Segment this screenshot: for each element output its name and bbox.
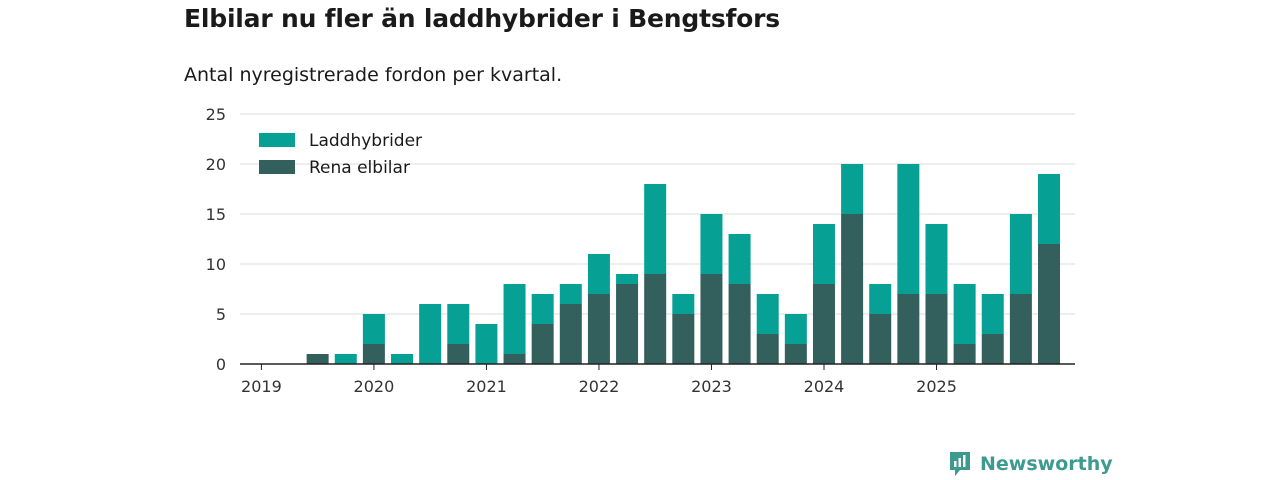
bar-laddhybrider (897, 164, 920, 294)
bar-rena-elbilar (559, 304, 582, 364)
bar-laddhybrider (812, 224, 835, 284)
bar-rena-elbilar (812, 284, 835, 364)
bar-laddhybrider (756, 294, 779, 334)
y-tick-label: 15 (206, 205, 226, 224)
bar-laddhybrider (925, 224, 948, 294)
bar-rena-elbilar (953, 344, 976, 364)
x-tick-label: 2019 (241, 377, 282, 396)
bar-rena-elbilar (362, 344, 385, 364)
bar-rena-elbilar (897, 294, 920, 364)
bar-laddhybrider (362, 314, 385, 344)
x-tick-label: 2025 (916, 377, 957, 396)
bar-rena-elbilar (672, 314, 695, 364)
bar-rena-elbilar (1038, 244, 1061, 364)
bar-laddhybrider (869, 284, 892, 314)
bar-laddhybrider (1009, 214, 1032, 294)
bar-rena-elbilar (306, 354, 329, 364)
bar-rena-elbilar (925, 294, 948, 364)
bar-rena-elbilar (587, 294, 610, 364)
bar-laddhybrider (475, 324, 498, 364)
bar-rena-elbilar (728, 284, 751, 364)
x-tick-label: 2020 (354, 377, 395, 396)
legend-swatch (259, 133, 295, 147)
bar-laddhybrider (1038, 174, 1061, 244)
x-tick-label: 2023 (691, 377, 732, 396)
legend-label: Rena elbilar (309, 158, 410, 178)
bar-rena-elbilar (869, 314, 892, 364)
bar-laddhybrider (559, 284, 582, 304)
bar-laddhybrider (700, 214, 723, 274)
bar-laddhybrider (784, 314, 807, 344)
bar-rena-elbilar (616, 284, 639, 364)
y-tick-label: 0 (216, 355, 226, 374)
y-tick-label: 20 (206, 155, 226, 174)
y-tick-label: 5 (216, 305, 226, 324)
bar-laddhybrider (531, 294, 554, 324)
bar-rena-elbilar (1009, 294, 1032, 364)
x-tick-label: 2024 (804, 377, 845, 396)
bar-laddhybrider (672, 294, 695, 314)
y-tick-label: 25 (206, 105, 226, 124)
legend: Laddhybrider Rena elbilar (259, 131, 422, 178)
bars (306, 164, 1061, 364)
bar-rena-elbilar (784, 344, 807, 364)
bar-laddhybrider (644, 184, 667, 274)
chart-subtitle: Antal nyregistrerade fordon per kvartal. (184, 64, 563, 86)
bar-laddhybrider (728, 234, 751, 284)
bar-laddhybrider (616, 274, 639, 284)
bar-rena-elbilar (447, 344, 470, 364)
y-tick-label: 10 (206, 255, 226, 274)
brand-logo: Newsworthy (948, 450, 1113, 478)
bar-laddhybrider (841, 164, 864, 214)
bar-laddhybrider (503, 284, 526, 354)
newsworthy-logo-icon (950, 452, 970, 476)
bar-laddhybrider (981, 294, 1004, 334)
bar-laddhybrider (587, 254, 610, 294)
bar-laddhybrider (391, 354, 414, 364)
bar-rena-elbilar (531, 324, 554, 364)
legend-swatch (259, 160, 295, 174)
bar-laddhybrider (953, 284, 976, 344)
bar-laddhybrider (419, 304, 442, 364)
bar-rena-elbilar (756, 334, 779, 364)
bar-rena-elbilar (841, 214, 864, 364)
bar-rena-elbilar (644, 274, 667, 364)
legend-label: Laddhybrider (309, 131, 422, 151)
x-tick-label: 2021 (466, 377, 507, 396)
chart-title: Elbilar nu fler än laddhybrider i Bengts… (184, 4, 780, 33)
bar-laddhybrider (334, 354, 357, 364)
bar-rena-elbilar (981, 334, 1004, 364)
bar-laddhybrider (447, 304, 470, 344)
bar-rena-elbilar (700, 274, 723, 364)
brand-name: Newsworthy (980, 453, 1113, 475)
bar-rena-elbilar (503, 354, 526, 364)
x-tick-label: 2022 (579, 377, 620, 396)
